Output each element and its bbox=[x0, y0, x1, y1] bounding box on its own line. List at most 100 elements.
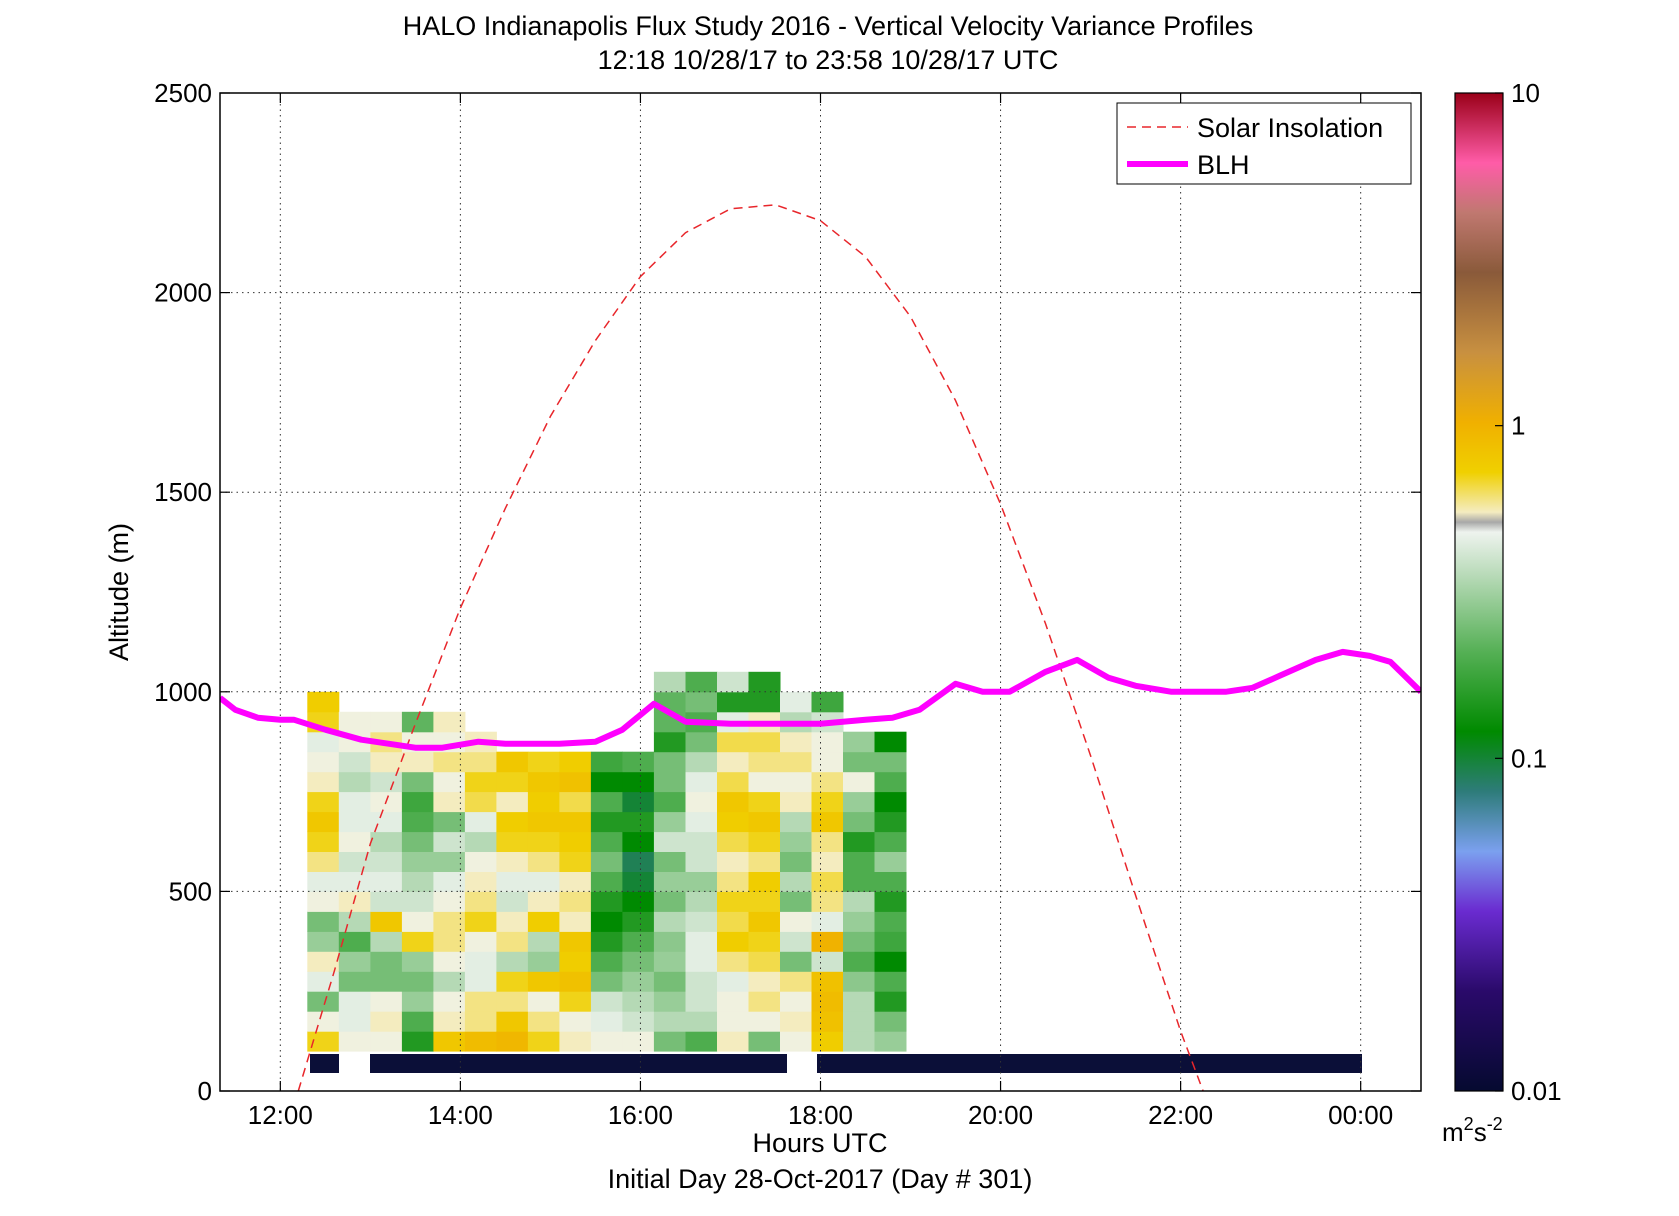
colorbar-tick-label: 10 bbox=[1511, 78, 1540, 108]
heatmap-cell bbox=[307, 771, 340, 793]
heatmap-cell bbox=[717, 871, 749, 892]
heatmap-cell bbox=[874, 971, 907, 992]
heatmap-cell bbox=[748, 931, 781, 952]
heatmap-cell bbox=[843, 951, 875, 972]
heatmap-cell bbox=[622, 931, 655, 952]
heatmap-cell bbox=[496, 911, 529, 932]
heatmap-cell bbox=[843, 791, 875, 813]
heatmap-cell bbox=[496, 951, 529, 972]
heatmap-cell bbox=[780, 751, 812, 773]
heatmap-cell bbox=[685, 931, 718, 952]
heatmap-cell bbox=[874, 811, 907, 833]
heatmap-cell bbox=[590, 751, 623, 773]
heatmap-cell bbox=[559, 991, 592, 1012]
heatmap-cell bbox=[527, 751, 560, 773]
heatmap-cell bbox=[401, 931, 434, 952]
heatmap-cell bbox=[433, 711, 466, 733]
heatmap-cell bbox=[843, 891, 875, 912]
heatmap-cell bbox=[338, 791, 371, 813]
heatmap-cell bbox=[653, 811, 686, 833]
heatmap-cell bbox=[780, 831, 812, 852]
heatmap-cell bbox=[401, 831, 434, 852]
heatmap-cell bbox=[307, 991, 340, 1012]
heatmap-cell bbox=[685, 871, 718, 892]
heatmap-cell bbox=[811, 1031, 844, 1052]
heatmap-cell bbox=[464, 871, 497, 892]
heatmap-cell bbox=[590, 971, 623, 992]
colorbar: 0.01 0.1 1 10 m2s-2 bbox=[1442, 78, 1562, 1147]
heatmap-cell bbox=[748, 751, 781, 773]
heatmap-cell bbox=[843, 971, 875, 992]
heatmap-cell bbox=[717, 911, 749, 932]
heatmap-cell bbox=[338, 811, 371, 833]
heatmap-cell bbox=[685, 891, 718, 912]
heatmap-cell bbox=[653, 891, 686, 912]
heatmap-cell bbox=[748, 1011, 781, 1032]
heatmap-cell bbox=[811, 851, 844, 872]
heatmap-cell bbox=[464, 971, 497, 992]
heatmap-cell bbox=[559, 831, 592, 852]
heatmap-cell bbox=[338, 771, 371, 793]
heatmap-cell bbox=[370, 871, 403, 892]
heatmap-cell bbox=[401, 771, 434, 793]
heatmap-cell bbox=[748, 671, 781, 693]
heatmap-cell bbox=[559, 851, 592, 872]
heatmap-cell bbox=[401, 791, 434, 813]
colorbar-unit-mid: s bbox=[1474, 1117, 1487, 1147]
heatmap-cell bbox=[338, 931, 371, 952]
heatmap-cell bbox=[370, 911, 403, 932]
heatmap-cell bbox=[653, 851, 686, 872]
heatmap-cell bbox=[464, 1011, 497, 1032]
colorbar-ticks: 0.01 0.1 1 10 bbox=[1495, 78, 1562, 1106]
heatmap-cell bbox=[780, 891, 812, 912]
heatmap-cell bbox=[370, 931, 403, 952]
heatmap-cell bbox=[338, 851, 371, 872]
heatmap-cell bbox=[843, 851, 875, 872]
heatmap-cell bbox=[780, 1031, 812, 1052]
heatmap-cell bbox=[590, 991, 623, 1012]
heatmap-cell bbox=[464, 831, 497, 852]
y-tick-label: 2000 bbox=[154, 278, 212, 308]
heatmap-cell bbox=[433, 791, 466, 813]
heatmap-cell bbox=[748, 811, 781, 833]
heatmap-cell bbox=[370, 1011, 403, 1032]
heatmap-cell bbox=[780, 991, 812, 1012]
heatmap-cell bbox=[370, 831, 403, 852]
heatmap-cell bbox=[685, 851, 718, 872]
heatmap-cell bbox=[811, 891, 844, 912]
x-tick-label: 20:00 bbox=[968, 1100, 1033, 1130]
heatmap-cell bbox=[559, 771, 592, 793]
heatmap-cell bbox=[874, 891, 907, 912]
heatmap-cell bbox=[464, 791, 497, 813]
colorbar-unit: m2s-2 bbox=[1442, 1114, 1503, 1147]
heatmap-cell bbox=[527, 771, 560, 793]
heatmap-cell bbox=[717, 691, 749, 713]
heatmap-cell bbox=[717, 811, 749, 833]
heatmap-cell bbox=[401, 1031, 434, 1052]
heatmap-cell bbox=[370, 971, 403, 992]
heatmap-cell bbox=[811, 791, 844, 813]
heatmap-cell bbox=[685, 991, 718, 1012]
heatmap-cell bbox=[401, 971, 434, 992]
heatmap-cell bbox=[717, 951, 749, 972]
strip-segment bbox=[310, 1054, 339, 1073]
heatmap-cell bbox=[433, 771, 466, 793]
heatmap-cell bbox=[527, 911, 560, 932]
heatmap-cell bbox=[559, 911, 592, 932]
heatmap-cell bbox=[653, 831, 686, 852]
heatmap-cell bbox=[370, 771, 403, 793]
heatmap-cell bbox=[685, 811, 718, 833]
heatmap-cell bbox=[811, 1011, 844, 1032]
heatmap-cell bbox=[653, 751, 686, 773]
heatmap-cell bbox=[338, 1031, 371, 1052]
heatmap-cell bbox=[748, 891, 781, 912]
heatmap-cell bbox=[622, 831, 655, 852]
strip-segment bbox=[370, 1054, 787, 1073]
heatmap-cell bbox=[590, 931, 623, 952]
heatmap-cell bbox=[811, 811, 844, 833]
heatmap-cell bbox=[370, 951, 403, 972]
heatmap-cell bbox=[527, 831, 560, 852]
heatmap-cell bbox=[464, 951, 497, 972]
heatmap-cell bbox=[780, 811, 812, 833]
heatmap-cell bbox=[559, 971, 592, 992]
